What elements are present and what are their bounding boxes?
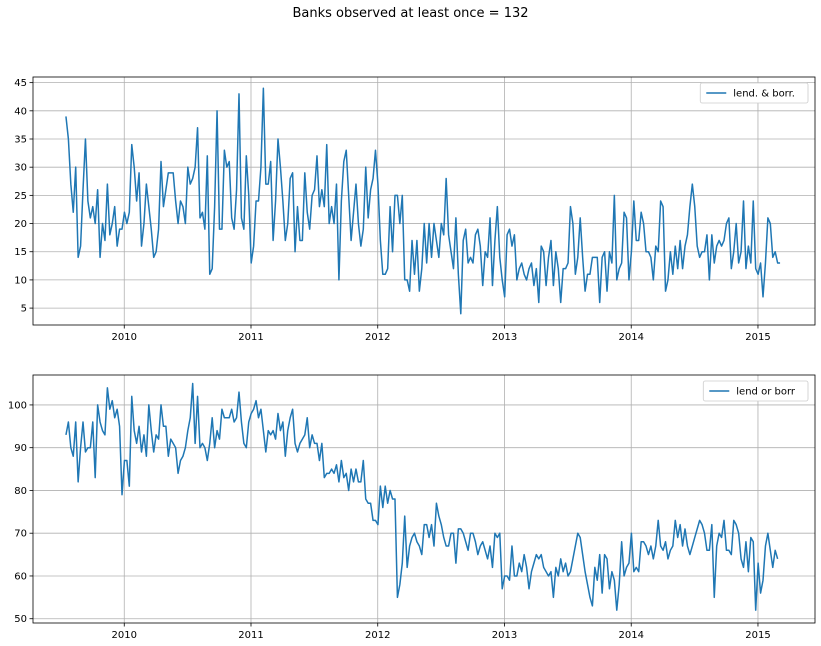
- y-tick-label: 40: [14, 106, 27, 117]
- y-tick-label: 70: [14, 529, 27, 540]
- legend: lend. & borr.: [699, 82, 809, 104]
- x-tick-label: 2010: [112, 630, 137, 641]
- y-tick-label: 80: [14, 486, 27, 497]
- tick-labels: 2010 2011 2012 2013 2014 2015 50 60 70 80 90 100: [8, 400, 771, 641]
- figure-title: Banks observed at least once = 132: [292, 6, 528, 21]
- y-tick-label: 15: [14, 247, 27, 258]
- y-tick-label: 90: [14, 443, 27, 454]
- x-tick-label: 2015: [745, 630, 770, 641]
- x-tick-label: 2012: [365, 332, 390, 343]
- y-tick-label: 10: [14, 275, 27, 286]
- legend-label: lend. & borr.: [733, 89, 795, 100]
- tick-labels: 2010 2011 2012 2013 2014 2015 5 10 15 20 25 30 35 40 4…: [14, 78, 770, 343]
- axes-frame: [32, 76, 816, 326]
- x-tick-label: 2012: [365, 630, 390, 641]
- x-tick-label: 2010: [112, 332, 137, 343]
- y-tick-label: 60: [14, 571, 27, 582]
- x-tick-label: 2013: [492, 630, 517, 641]
- x-tick-label: 2014: [618, 332, 643, 343]
- x-tick-label: 2014: [618, 630, 643, 641]
- y-tick-label: 35: [14, 135, 27, 146]
- x-tick-label: 2011: [238, 630, 263, 641]
- y-tick-label: 20: [14, 219, 27, 230]
- y-tick-label: 5: [21, 304, 27, 315]
- y-tick-label: 25: [14, 191, 27, 202]
- panel-lend-and-borr: 2010 2011 2012 2013 2014 2015 5 10 15 20 25 30 35 40 4…: [14, 76, 816, 343]
- axes-frame: [32, 374, 816, 624]
- legend-label: lend or borr: [736, 387, 796, 398]
- y-tick-label: 30: [14, 163, 27, 174]
- legend: lend or borr: [702, 380, 809, 402]
- series-line-lend-or-borr: [65, 382, 779, 611]
- x-tick-label: 2015: [745, 332, 770, 343]
- legend-box: [702, 380, 809, 402]
- y-tick-label: 50: [14, 614, 27, 625]
- x-tick-label: 2013: [492, 332, 517, 343]
- y-tick-label: 100: [8, 400, 27, 411]
- y-tick-label: 45: [14, 78, 27, 89]
- x-tick-label: 2011: [238, 332, 263, 343]
- series-line-lend-and-borr: [65, 87, 781, 315]
- panel-lend-or-borr: 2010 2011 2012 2013 2014 2015 50 60 70 80 90 100 le…: [8, 374, 816, 641]
- legend-box: [699, 82, 809, 104]
